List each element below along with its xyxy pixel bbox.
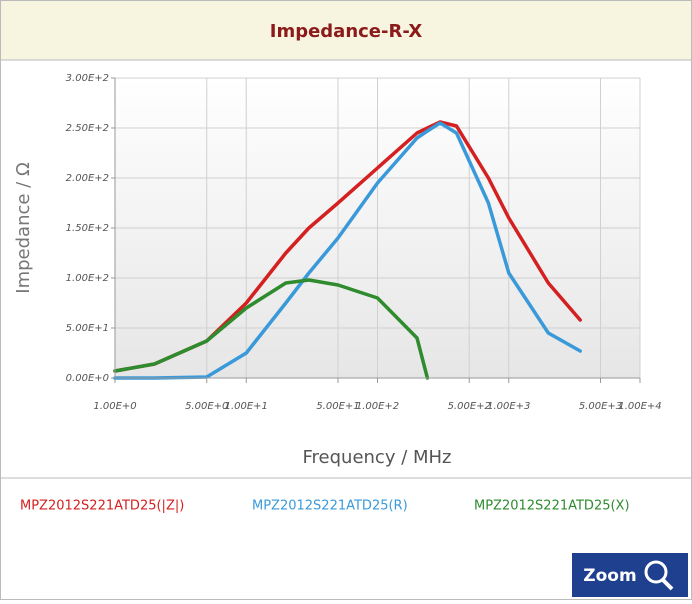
y-axis-label: Impedance / Ω [13,162,34,294]
y-tick-label: 0.00E+0 [66,373,109,384]
y-tick-label: 2.50E+2 [66,123,109,134]
x-tick-label: 1.00E+2 [356,401,399,412]
legend-entry: MPZ2012S221ATD25(X) [474,499,630,514]
legend-entry: MPZ2012S221ATD25(R) [252,499,408,514]
y-tick-label: 3.00E+2 [66,73,109,84]
zoom-button-label[interactable]: Zoom [583,566,636,586]
zoom-icon-handle[interactable] [661,578,674,591]
chart-title: Impedance-R-X [270,21,423,42]
y-tick-label: 1.00E+2 [66,273,109,284]
x-tick-label: 5.00E+1 [316,401,359,412]
series-line [113,278,430,380]
header-band [0,0,692,60]
y-tick-label: 5.00E+1 [66,323,109,334]
x-tick-label: 5.00E+3 [579,401,622,412]
y-tick-label: 2.00E+2 [66,173,109,184]
x-tick-label: 1.00E+3 [487,401,530,412]
series-line [113,121,582,380]
zoom-button[interactable]: Zoom [572,553,688,597]
x-tick-label: 5.00E+0 [185,401,228,412]
x-tick-label: 1.00E+0 [93,401,136,412]
y-tick-label: 1.50E+2 [66,223,109,234]
x-tick-label: 1.00E+4 [618,401,661,412]
zoom-button-bg[interactable] [572,553,688,597]
x-axis-label: Frequency / MHz [302,447,451,468]
x-tick-label: 1.00E+1 [225,401,268,412]
legend-entry: MPZ2012S221ATD25(|Z|) [20,499,184,514]
series-line [113,120,582,373]
x-tick-label: 5.00E+2 [448,401,491,412]
zoom-icon[interactable] [644,560,668,584]
